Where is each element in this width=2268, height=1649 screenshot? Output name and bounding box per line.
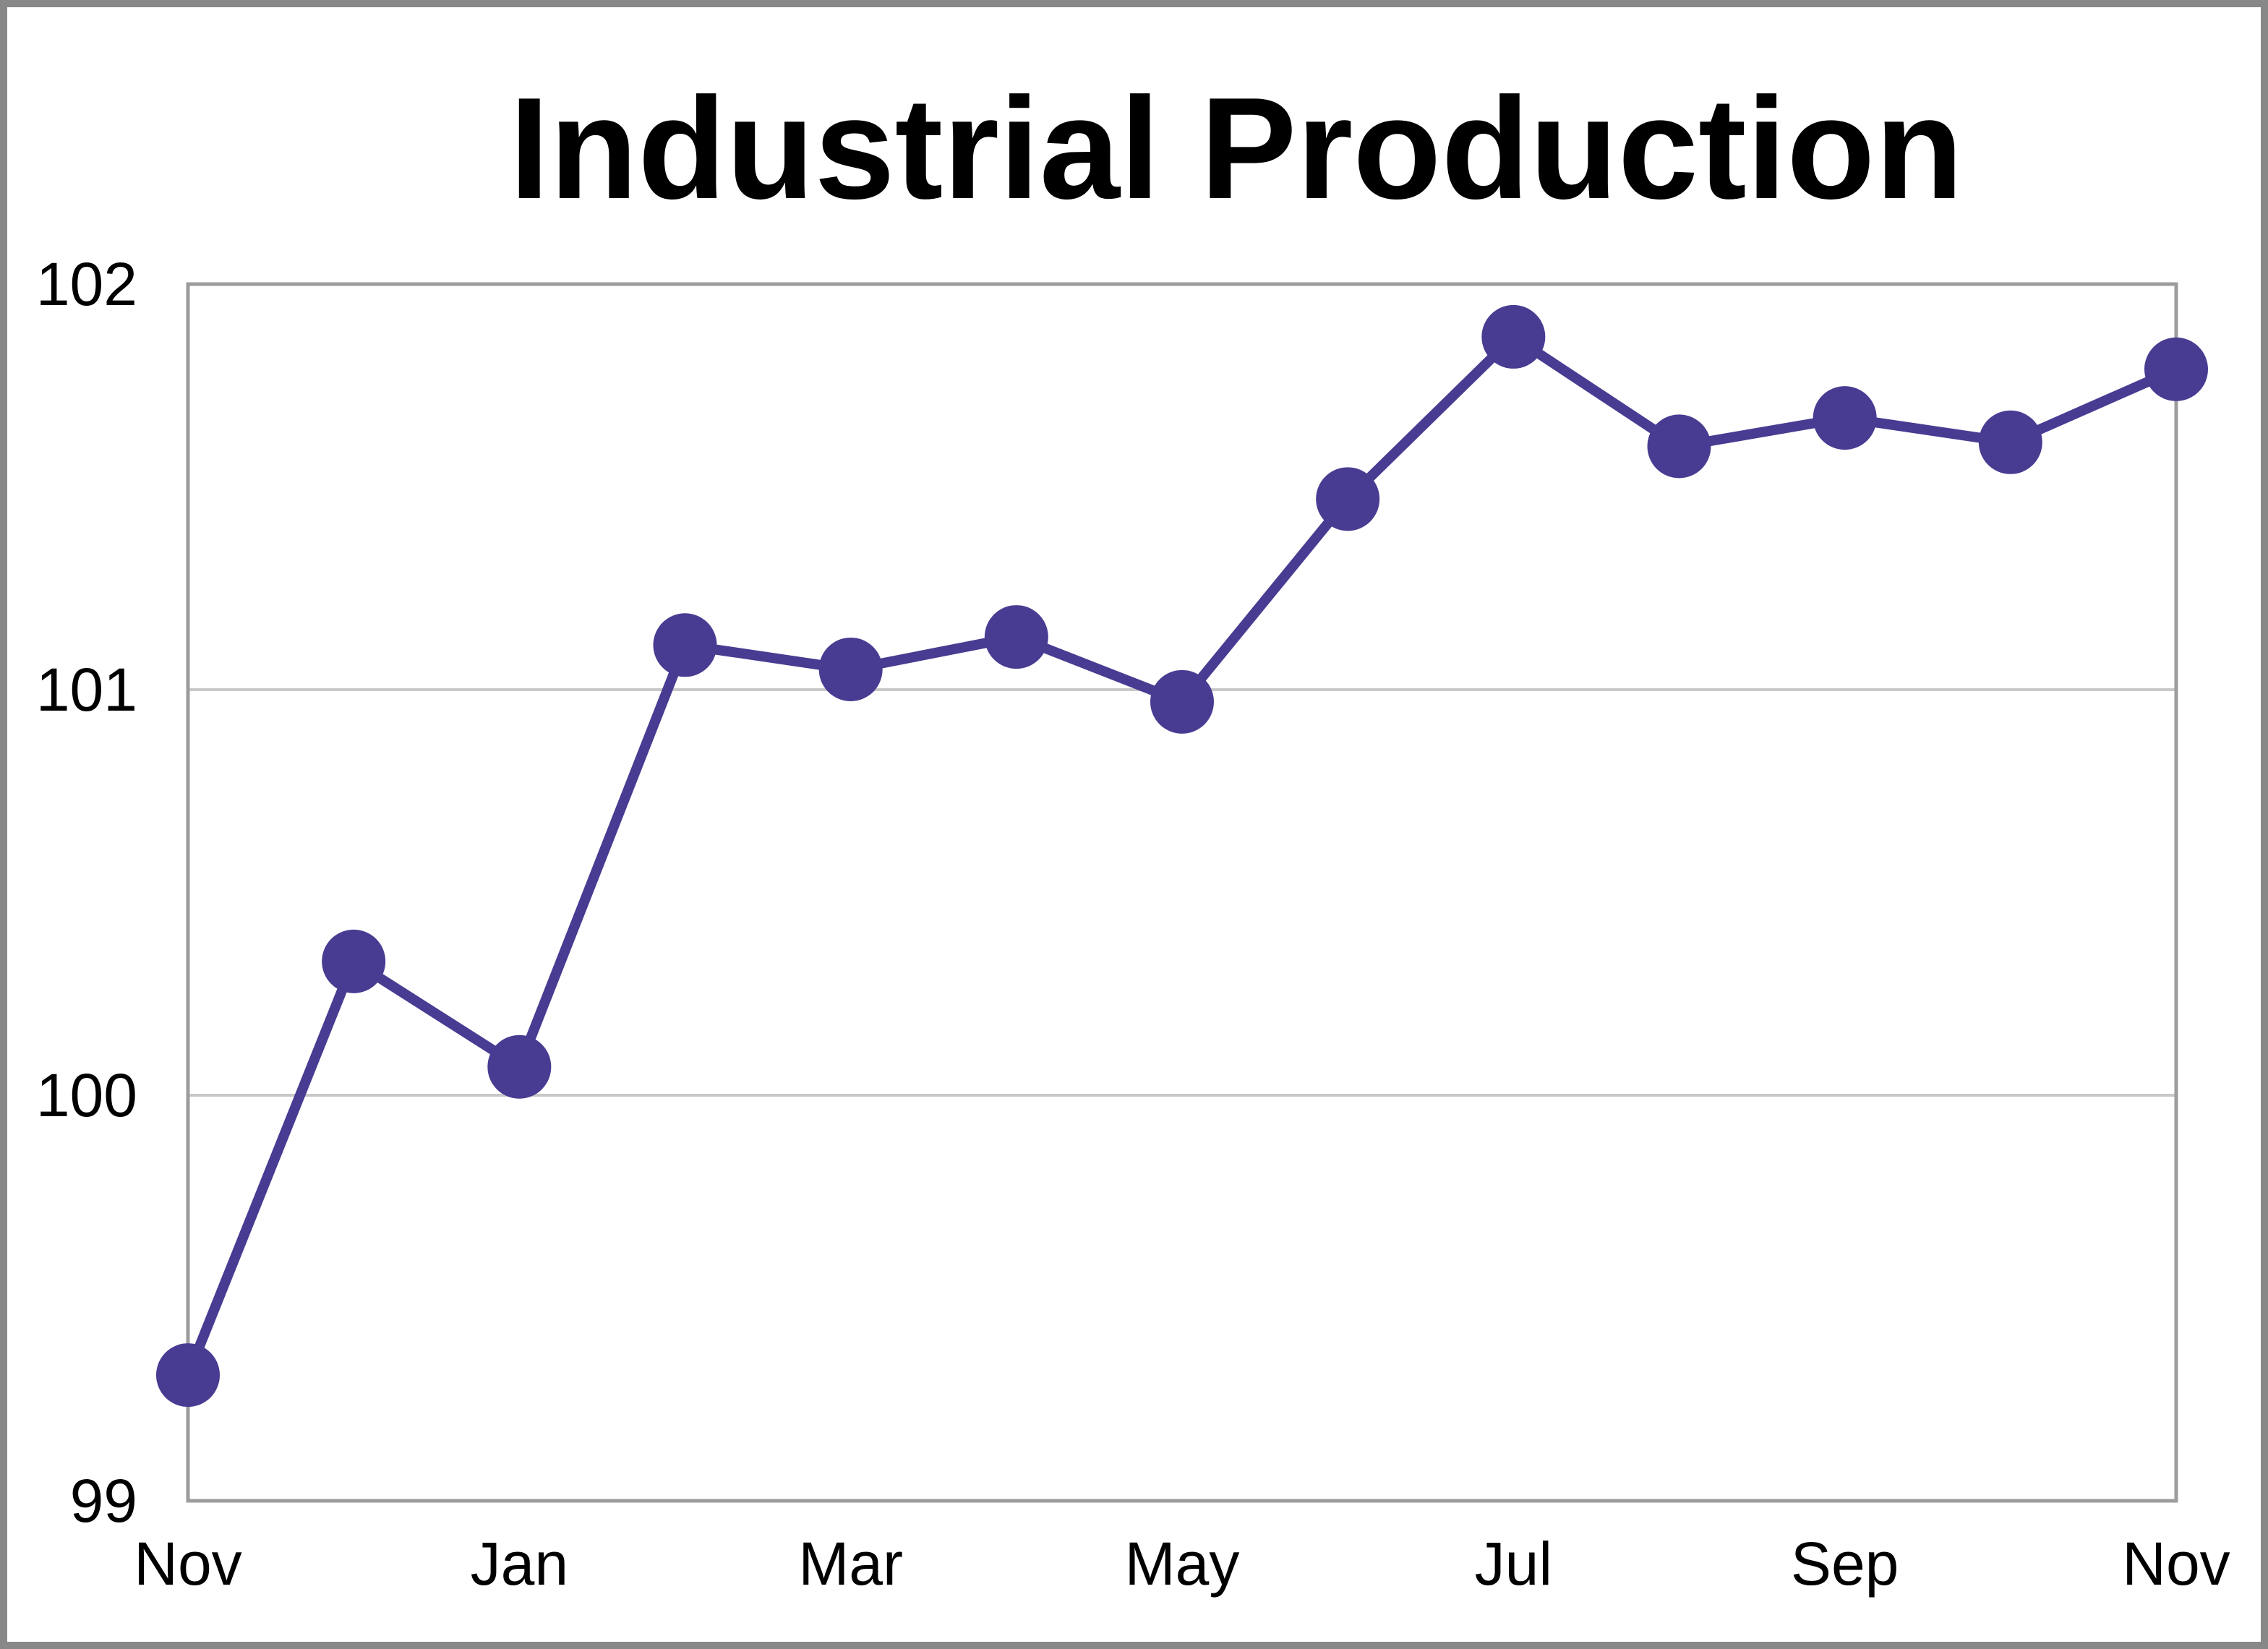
data-point-marker-nov-12 <box>2144 337 2208 401</box>
plot-border <box>186 282 2178 1503</box>
x-tick-label-nov2: Nov <box>2122 1530 2230 1598</box>
data-point-marker-mar-4 <box>818 637 883 701</box>
data-point-marker-apr-5 <box>984 605 1048 669</box>
data-point-marker-oct-11 <box>1978 410 2042 474</box>
data-point-marker-jun-7 <box>1316 467 1380 531</box>
line-chart-plot <box>156 282 2208 1503</box>
data-point-marker-nov-0 <box>156 1343 220 1408</box>
y-tick-label-99: 99 <box>69 1467 137 1535</box>
chart-title: Industrial Production <box>509 68 1964 229</box>
y-tick-label-100: 100 <box>35 1061 137 1129</box>
data-point-marker-sep-10 <box>1813 386 1877 450</box>
data-point-marker-may-6 <box>1150 669 1214 734</box>
x-tick-label-jul: Jul <box>1474 1530 1553 1598</box>
data-point-marker-feb-3 <box>653 613 717 677</box>
x-tick-label-sep: Sep <box>1790 1530 1899 1598</box>
data-point-marker-jan-2 <box>487 1035 552 1099</box>
x-tick-label-mar: Mar <box>798 1530 903 1598</box>
data-point-marker-dec-1 <box>322 929 386 993</box>
y-tick-label-101: 101 <box>35 656 137 724</box>
data-point-marker-jul-8 <box>1481 304 1546 369</box>
y-tick-label-102: 102 <box>35 250 137 318</box>
x-tick-label-nov1: Nov <box>134 1530 242 1598</box>
data-point-marker-aug-9 <box>1647 414 1711 479</box>
x-tick-label-jan: Jan <box>470 1530 569 1598</box>
x-tick-label-may: May <box>1124 1530 1240 1598</box>
series-line <box>183 330 2178 1377</box>
